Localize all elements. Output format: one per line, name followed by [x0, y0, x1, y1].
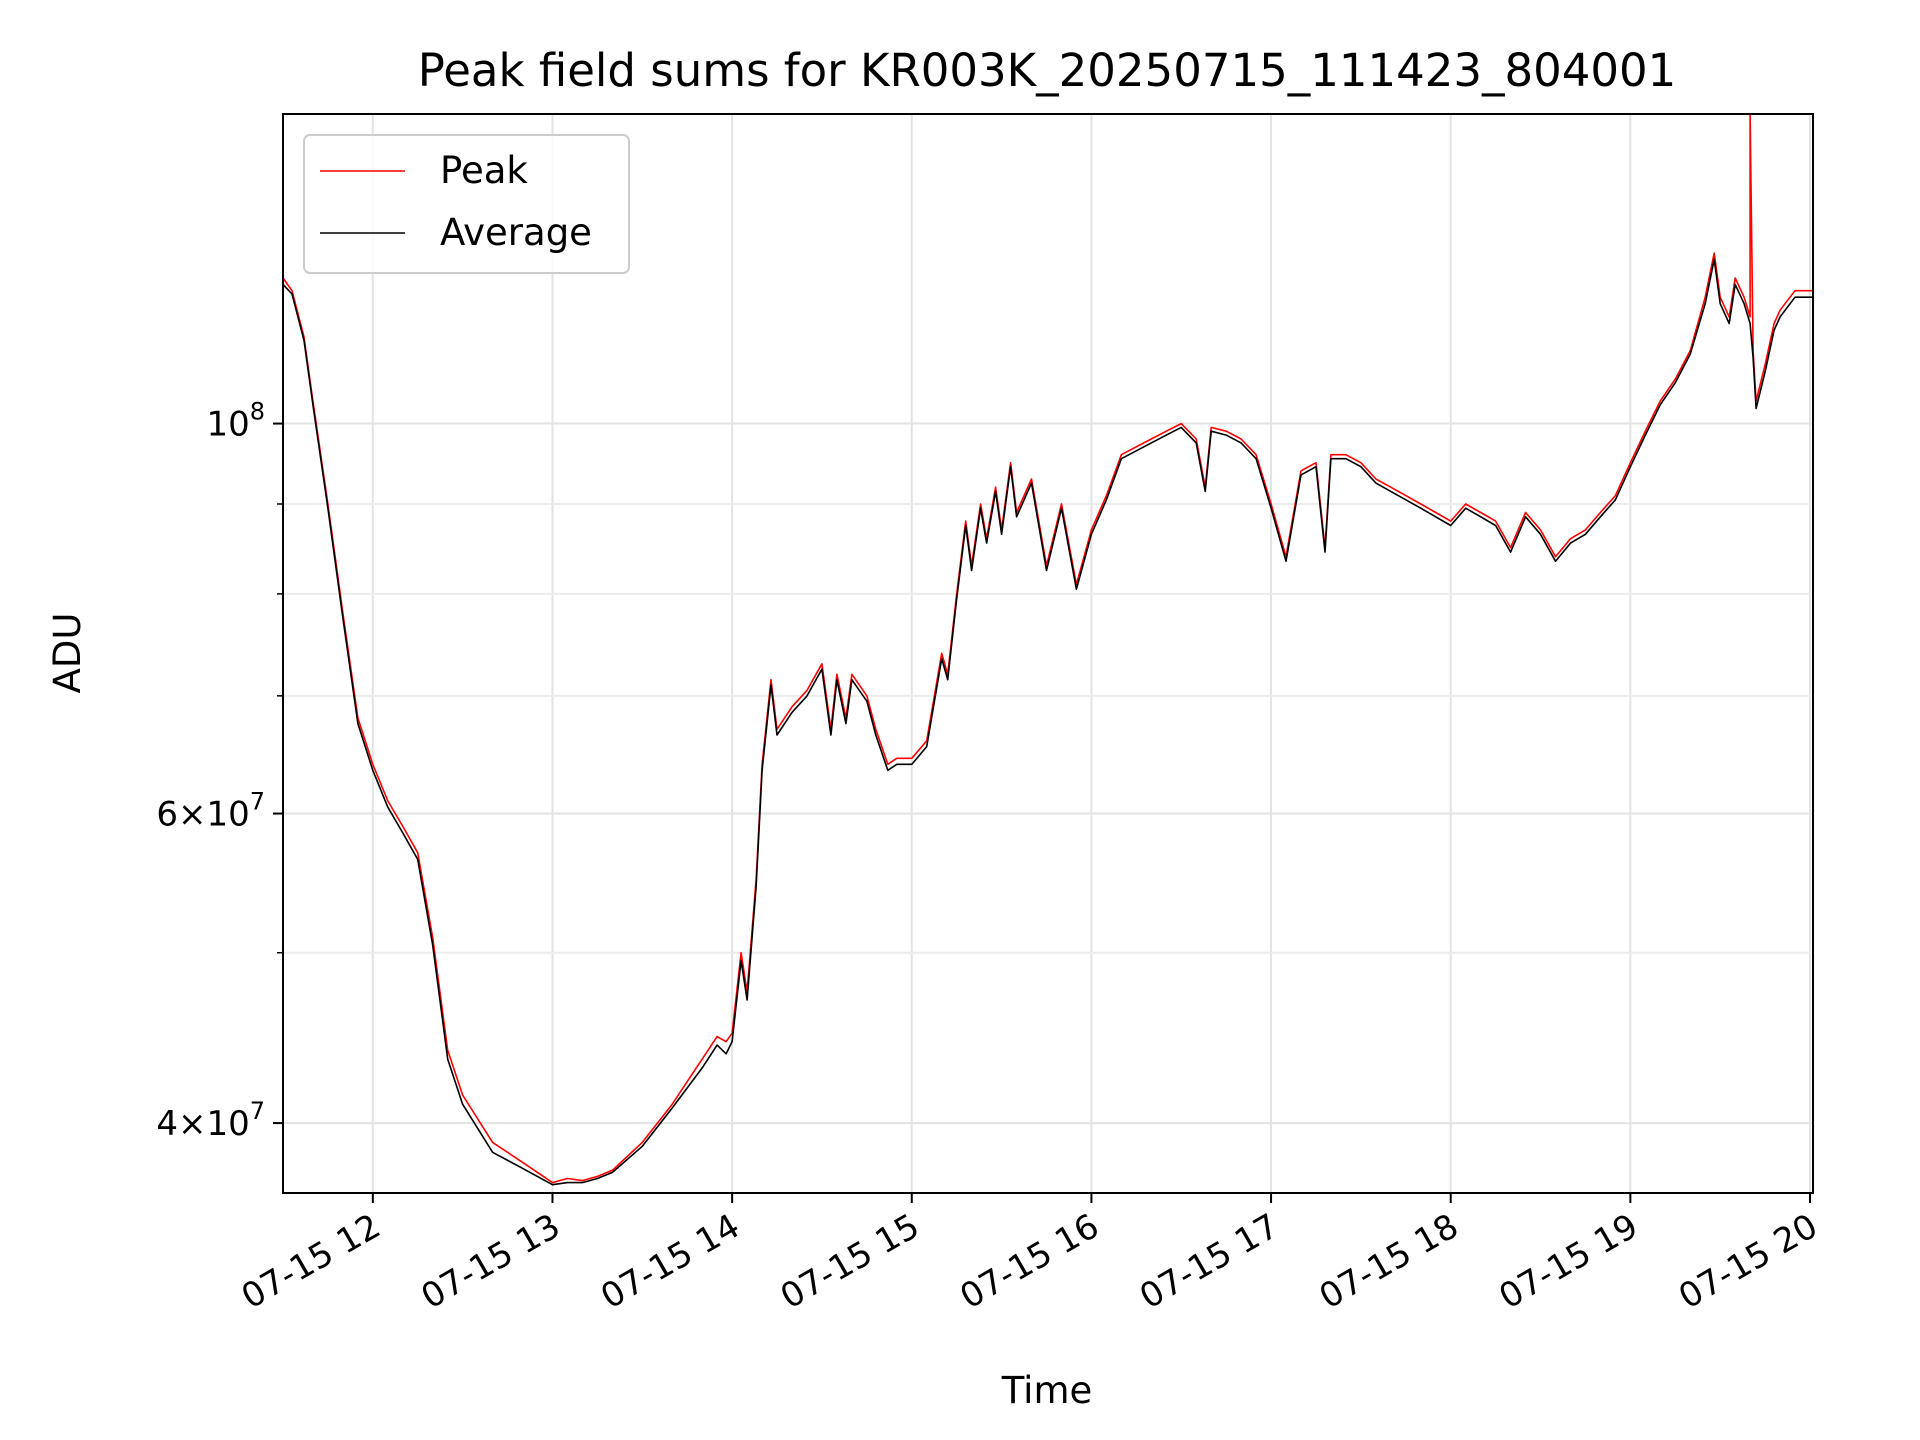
y-tick-base: 10: [206, 795, 249, 835]
x-axis-label: Time: [1001, 1369, 1093, 1412]
y-tick-label: 6×107: [156, 788, 265, 835]
y-tick-label: 108: [206, 398, 265, 445]
y-tick-mantissa: 4: [156, 1104, 178, 1144]
legend-box: [303, 134, 630, 274]
y-tick-label: 4×107: [156, 1097, 265, 1144]
grid: [283, 114, 1813, 1193]
y-tick-exponent: 7: [250, 788, 265, 816]
plot-frame: [282, 113, 1814, 1194]
y-tick-times: ×: [178, 1104, 207, 1144]
series-line-peak: [282, 113, 1813, 1184]
series-line-average: [282, 258, 1813, 1186]
y-tick-times: ×: [178, 795, 207, 835]
y-tick-exponent: 7: [250, 1097, 265, 1125]
plot-lines: [282, 113, 1813, 1186]
y-tick-base: 10: [206, 405, 249, 445]
y-tick-exponent: 8: [250, 398, 265, 426]
legend-label-average: Average: [440, 211, 592, 254]
y-tick-mantissa: 6: [156, 795, 178, 835]
y-tick-base: 10: [206, 1104, 249, 1144]
y-axis-label: ADU: [46, 613, 89, 694]
legend: Peak Average: [303, 134, 630, 274]
chart-title: Peak field sums for KR003K_20250715_1114…: [418, 44, 1677, 97]
legend-label-peak: Peak: [440, 149, 528, 192]
